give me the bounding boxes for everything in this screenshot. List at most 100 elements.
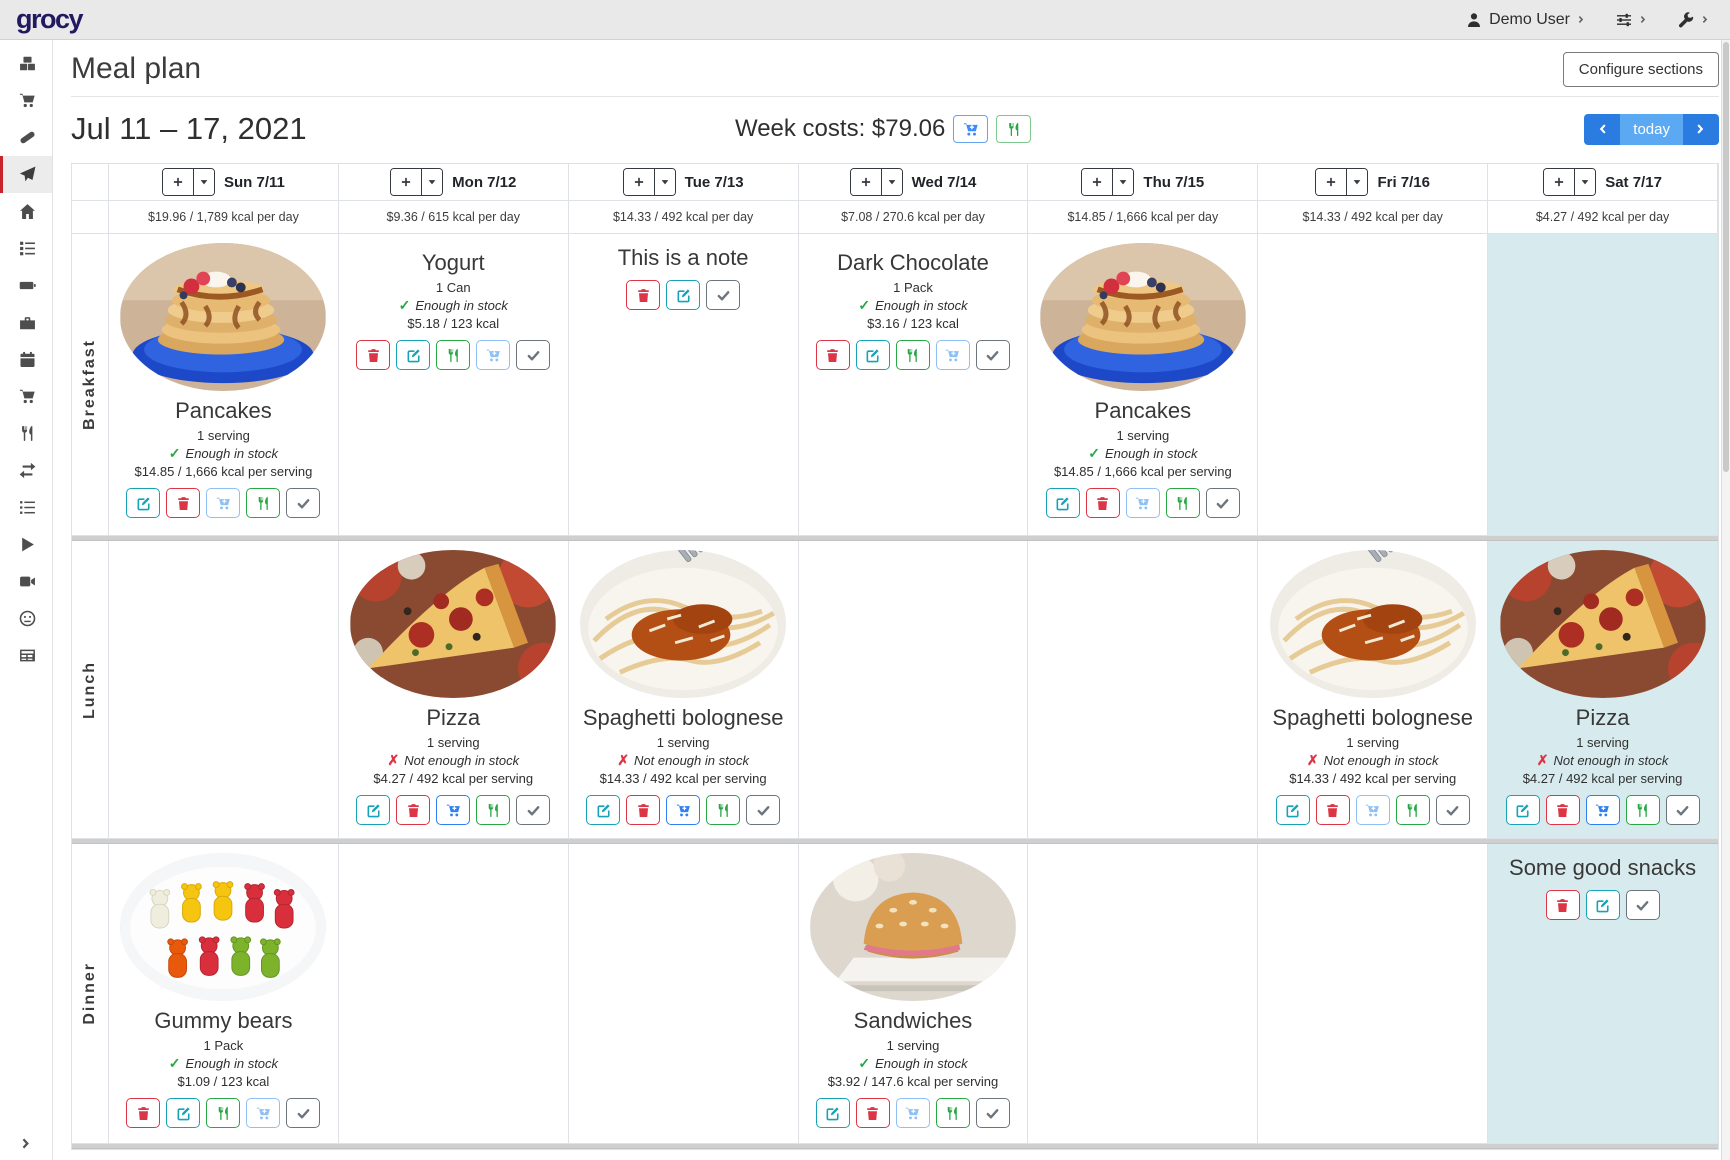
mark-done-button[interactable] [286, 1098, 321, 1129]
add-meal-menu-caret[interactable] [653, 169, 675, 195]
app-logo[interactable]: grocy [16, 4, 84, 34]
consume-button[interactable] [935, 1098, 970, 1129]
mark-done-button[interactable] [1625, 890, 1660, 921]
user-menu[interactable]: Demo User [1466, 11, 1586, 29]
recipe-name[interactable]: Spaghetti bolognese [1272, 705, 1474, 730]
add-meal-menu-caret[interactable] [880, 169, 902, 195]
edit-button[interactable] [356, 795, 391, 826]
pizza-image[interactable] [350, 550, 557, 698]
delete-button[interactable] [1315, 795, 1350, 826]
edit-button[interactable] [166, 1098, 201, 1129]
add-meal-button[interactable] [1544, 169, 1575, 195]
sidebar-item-shopping-list[interactable] [0, 82, 52, 119]
add-to-shopping-list-button[interactable] [476, 340, 511, 371]
mark-done-button[interactable] [1205, 488, 1240, 519]
edit-button[interactable] [1275, 795, 1310, 826]
add-meal-button[interactable] [1082, 169, 1113, 195]
previous-week-button[interactable] [1584, 113, 1621, 145]
recipe-name[interactable]: Gummy bears [154, 1008, 293, 1033]
pizza-image[interactable] [1499, 550, 1706, 698]
edit-button[interactable] [396, 340, 431, 371]
add-to-shopping-list-button[interactable] [206, 488, 241, 519]
mark-done-button[interactable] [975, 1098, 1010, 1129]
consume-button[interactable] [206, 1098, 241, 1129]
mark-done-button[interactable] [1665, 795, 1700, 826]
sidebar-item-chore-tracking[interactable] [0, 526, 52, 563]
configure-sections-button[interactable]: Configure sections [1562, 52, 1719, 87]
sidebar-collapse-toggle[interactable] [0, 1137, 52, 1150]
mark-done-button[interactable] [746, 795, 781, 826]
consume-button[interactable] [706, 795, 741, 826]
mark-done-button[interactable] [975, 340, 1010, 371]
delete-button[interactable] [166, 488, 201, 519]
recipe-name[interactable]: Pancakes [1094, 398, 1192, 423]
add-to-shopping-list-button[interactable] [246, 1098, 281, 1129]
mark-done-button[interactable] [1435, 795, 1470, 826]
mark-done-button[interactable] [286, 488, 321, 519]
recipe-name[interactable]: Pancakes [175, 398, 272, 423]
sidebar-item-calendar[interactable] [0, 341, 52, 378]
edit-button[interactable] [815, 1098, 850, 1129]
spaghetti-image[interactable] [580, 550, 787, 698]
sandwich-image[interactable] [809, 853, 1016, 1001]
delete-button[interactable] [356, 340, 391, 371]
sidebar-item-home[interactable] [0, 193, 52, 230]
add-meal-menu-caret[interactable] [1346, 169, 1368, 195]
pancakes-image[interactable] [120, 243, 327, 391]
add-meal-button[interactable] [1316, 169, 1347, 195]
add-to-shopping-list-button[interactable] [895, 1098, 930, 1129]
edit-button[interactable] [586, 795, 621, 826]
add-meal-menu-caret[interactable] [1112, 169, 1134, 195]
admin-menu[interactable] [1678, 12, 1710, 28]
edit-button[interactable] [1505, 795, 1540, 826]
recipe-name[interactable]: Spaghetti bolognese [582, 705, 784, 730]
gummy-bears-image[interactable] [120, 853, 327, 1001]
add-to-shopping-list-button[interactable] [1355, 795, 1390, 826]
scrollbar-thumb[interactable] [1723, 42, 1729, 472]
edit-button[interactable] [855, 340, 890, 371]
next-week-button[interactable] [1683, 113, 1719, 145]
add-meal-menu-caret[interactable] [192, 169, 214, 195]
consume-button[interactable] [476, 795, 511, 826]
consume-button[interactable] [1625, 795, 1660, 826]
recipe-name[interactable]: Yogurt [421, 250, 485, 275]
sidebar-item-purchase[interactable] [0, 378, 52, 415]
sidebar-item-stock-overview[interactable] [0, 45, 52, 82]
sidebar-item-batteries[interactable] [0, 267, 52, 304]
sidebar-item-recipes[interactable] [0, 119, 52, 156]
sidebar-item-mood[interactable] [0, 600, 52, 637]
add-to-shopping-list-button[interactable] [935, 340, 970, 371]
edit-button[interactable] [126, 488, 161, 519]
sidebar-item-userentities[interactable] [0, 637, 52, 674]
edit-button[interactable] [1585, 890, 1620, 921]
consume-button[interactable] [1165, 488, 1200, 519]
sidebar-item-transfer[interactable] [0, 452, 52, 489]
consume-button[interactable] [1395, 795, 1430, 826]
add-meal-menu-caret[interactable] [421, 169, 443, 195]
add-meal-button[interactable] [623, 169, 654, 195]
pancakes-image[interactable] [1039, 243, 1246, 391]
consume-button[interactable] [246, 488, 281, 519]
consume-week-button[interactable] [996, 115, 1032, 143]
add-to-shopping-list-button[interactable] [1585, 795, 1620, 826]
add-meal-menu-caret[interactable] [1574, 169, 1596, 195]
add-to-shopping-list-button[interactable] [436, 795, 471, 826]
delete-button[interactable] [626, 280, 661, 311]
scrollbar[interactable] [1721, 40, 1730, 1160]
add-to-shopping-list-button[interactable] [1125, 488, 1160, 519]
consume-button[interactable] [436, 340, 471, 371]
recipe-name[interactable]: Sandwiches [853, 1008, 973, 1033]
add-week-to-shopping-list-button[interactable] [953, 115, 989, 143]
sidebar-item-battery-tracking[interactable] [0, 563, 52, 600]
delete-button[interactable] [1085, 488, 1120, 519]
sidebar-item-inventory[interactable] [0, 489, 52, 526]
add-to-shopping-list-button[interactable] [666, 795, 701, 826]
edit-button[interactable] [666, 280, 701, 311]
sidebar-item-meal-plan[interactable] [0, 156, 52, 193]
recipe-name[interactable]: Dark Chocolate [837, 250, 989, 275]
consume-button[interactable] [895, 340, 930, 371]
delete-button[interactable] [396, 795, 431, 826]
edit-button[interactable] [1045, 488, 1080, 519]
delete-button[interactable] [626, 795, 661, 826]
mark-done-button[interactable] [706, 280, 741, 311]
